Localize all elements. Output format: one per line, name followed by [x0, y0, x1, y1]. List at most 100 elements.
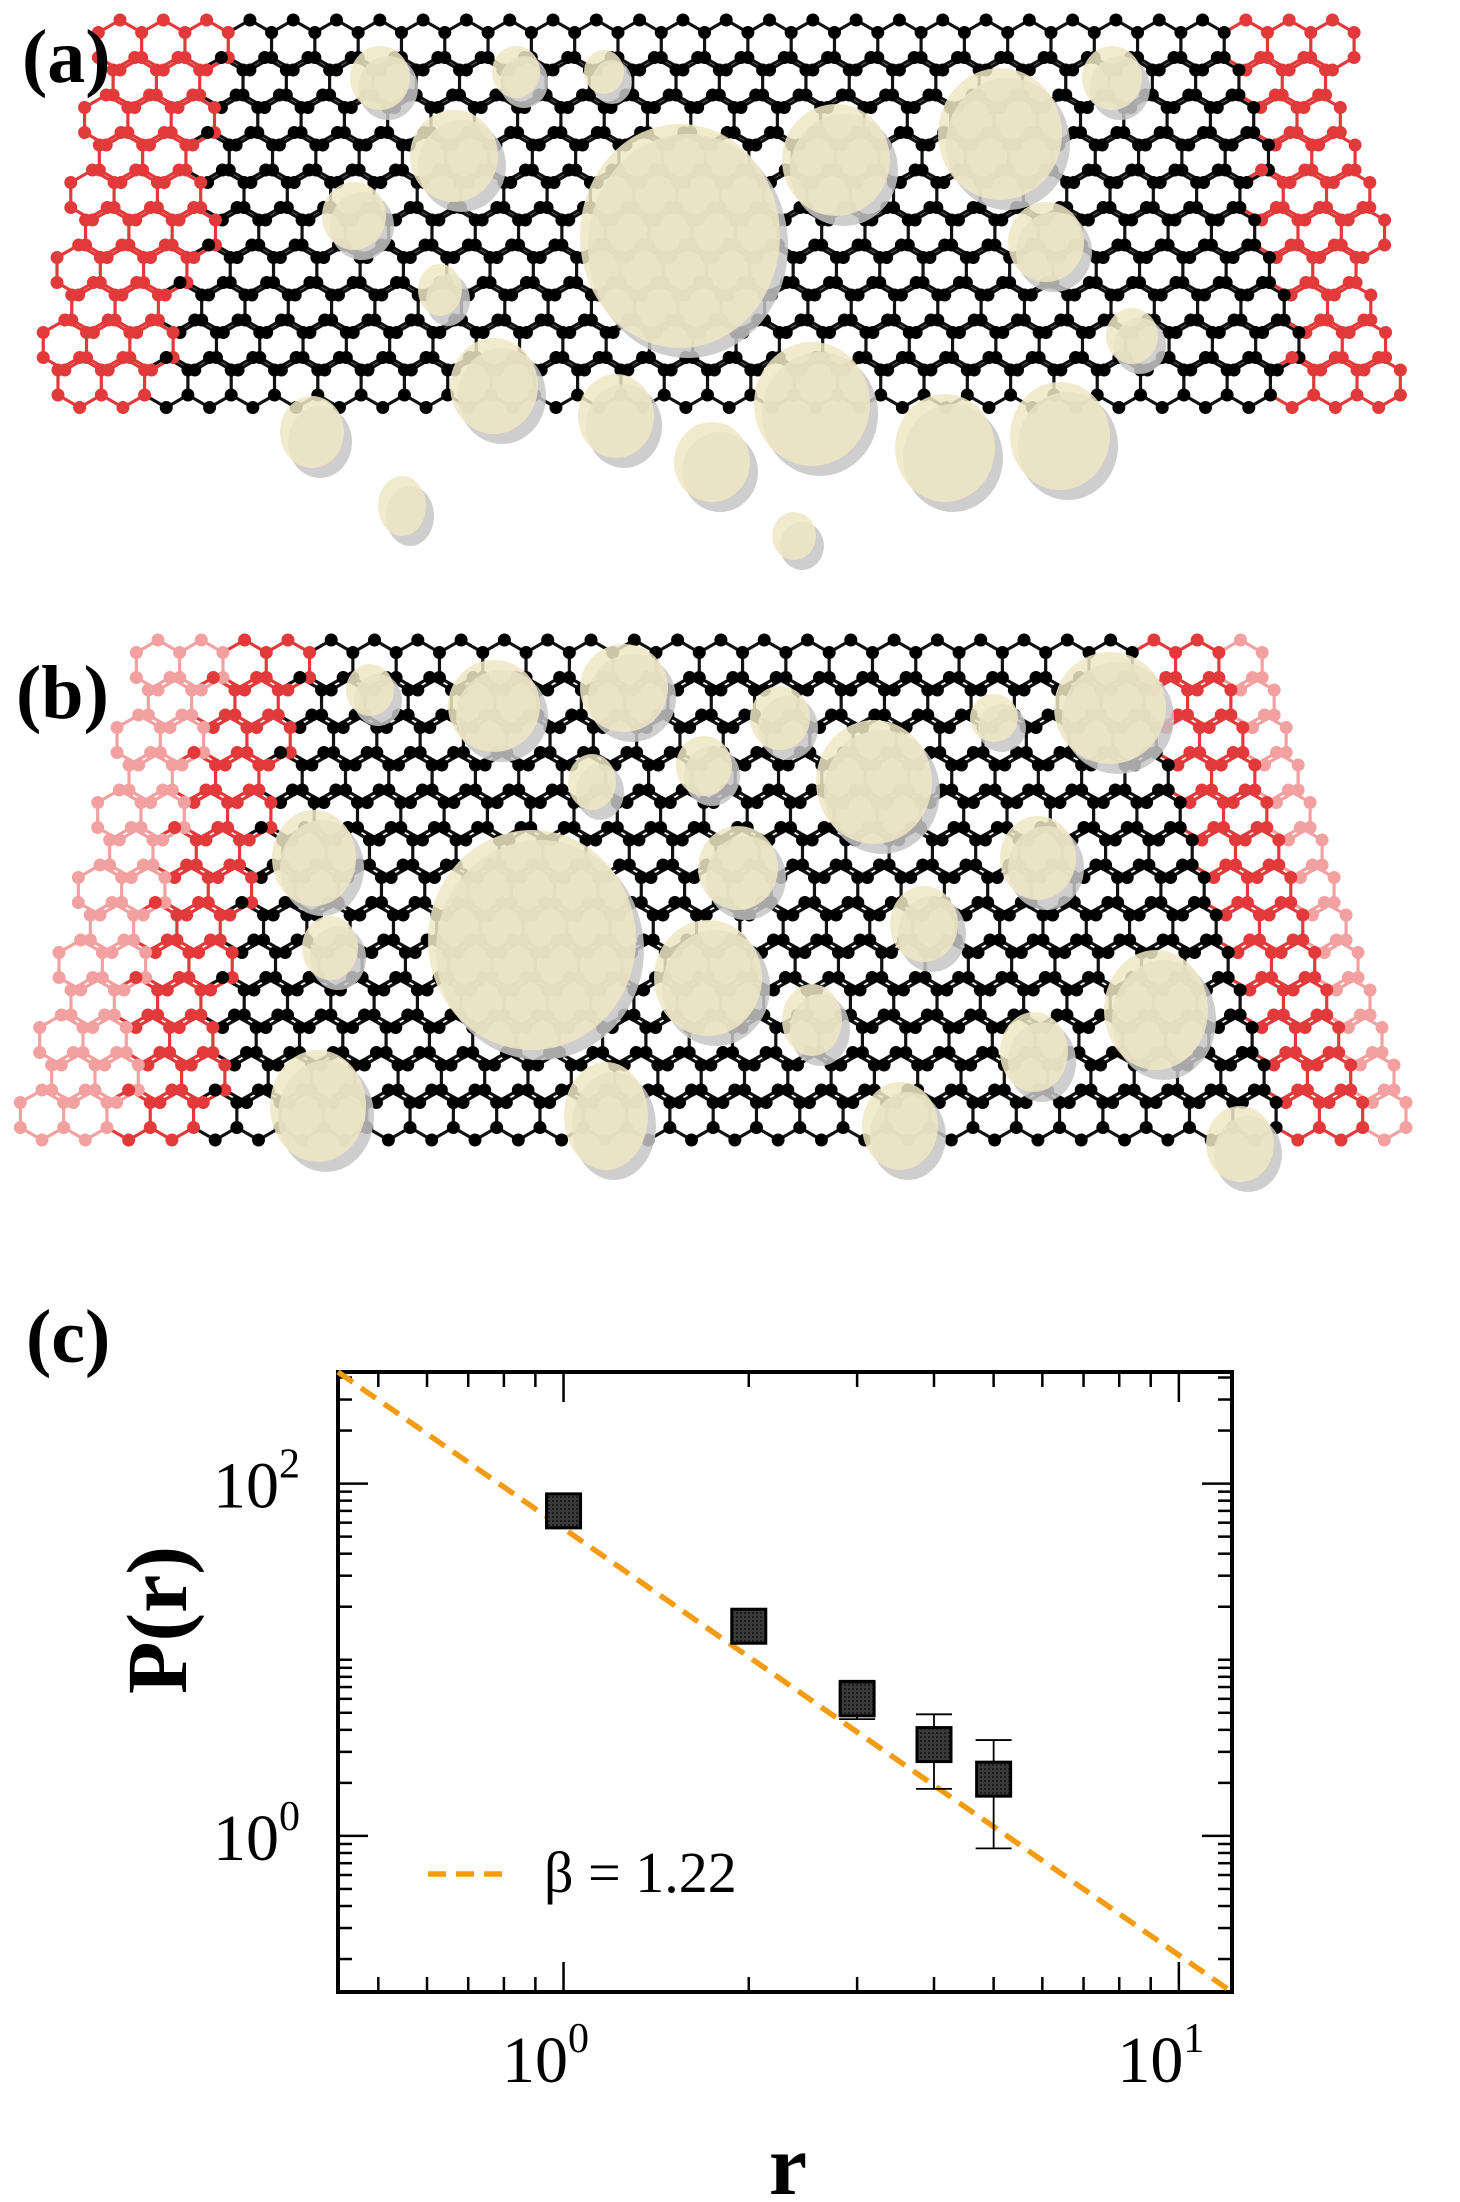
lattice-atom — [230, 796, 244, 809]
lattice-atom — [317, 746, 331, 759]
lattice-atom — [683, 721, 697, 734]
lattice-atom — [419, 401, 433, 414]
lattice-atom — [611, 26, 625, 39]
lattice-atom — [1198, 401, 1212, 414]
lattice-atom — [323, 63, 337, 77]
lattice-atom — [921, 683, 935, 697]
lattice-atom — [823, 276, 837, 289]
lattice-atom — [268, 363, 282, 377]
lattice-atom — [640, 101, 654, 114]
lattice-atom — [1285, 351, 1299, 364]
lattice-atom — [164, 101, 178, 114]
lattice-atom — [228, 708, 242, 722]
lattice-atom — [555, 213, 569, 227]
lattice-atom — [915, 138, 929, 152]
lattice-atom — [976, 746, 990, 759]
lattice-atom — [719, 13, 733, 27]
lattice-atom — [586, 721, 600, 734]
cluster-blob — [578, 374, 662, 468]
lattice-atom — [1372, 351, 1386, 364]
lattice-atom — [453, 63, 467, 77]
lattice-atom — [374, 126, 388, 139]
lattice-atom — [806, 13, 820, 27]
lattice-atom — [742, 138, 756, 152]
lattice-atom — [1017, 633, 1031, 647]
lattice-atom — [159, 401, 173, 414]
lattice-atom — [1335, 326, 1349, 339]
lattice-atom — [339, 326, 353, 339]
lattice-atom — [91, 51, 105, 64]
lattice-atom — [425, 783, 439, 797]
cluster-blob — [450, 338, 546, 444]
lattice-atom — [79, 213, 93, 227]
lattice-atom — [151, 683, 165, 697]
lattice-atom — [1155, 401, 1169, 414]
lattice-atom — [240, 721, 254, 734]
cluster-blob — [1008, 202, 1092, 292]
lattice-atom — [389, 646, 403, 659]
lattice-atom — [431, 51, 445, 64]
lattice-atom — [129, 646, 143, 659]
lattice-atom — [401, 708, 415, 722]
lattice-atom — [989, 326, 1003, 339]
lattice-atom — [78, 101, 92, 114]
lattice-atom — [295, 783, 309, 797]
lattice-atom — [281, 288, 295, 302]
lattice-atom — [416, 13, 430, 27]
lattice-atom — [1275, 63, 1289, 77]
lattice-atom — [273, 201, 287, 214]
lattice-atom — [633, 13, 647, 27]
lattice-atom — [946, 326, 960, 339]
lattice-atom — [981, 238, 995, 252]
lattice-atom — [1134, 388, 1148, 402]
lattice-atom — [360, 796, 374, 809]
lattice-atom — [1176, 251, 1190, 264]
lattice-atom — [1319, 63, 1333, 77]
lattice-atom — [468, 213, 482, 227]
lattice-atom — [476, 646, 490, 659]
lattice-atom — [1011, 313, 1025, 327]
lattice-atom — [1007, 683, 1021, 697]
lattice-atom — [614, 363, 628, 377]
lattice-atom — [873, 251, 887, 264]
lattice-atom — [1032, 326, 1046, 339]
lattice-atom — [1126, 276, 1140, 289]
lattice-atom — [159, 351, 173, 364]
lattice-atom — [996, 276, 1010, 289]
lattice-atom — [512, 758, 526, 772]
lattice-atom — [1307, 388, 1321, 402]
lattice-atom — [1232, 63, 1246, 77]
lattice-atom — [144, 313, 158, 327]
lattice-atom — [1074, 101, 1088, 114]
lattice-atom — [368, 633, 382, 647]
lattice-atom — [1240, 126, 1254, 139]
lattice-atom — [397, 363, 411, 377]
lattice-atom — [584, 633, 598, 647]
lattice-atom — [467, 101, 481, 114]
lattice-atom — [822, 646, 836, 659]
lattice-atom — [1041, 758, 1055, 772]
lattice-atom — [1096, 201, 1110, 214]
lattice-atom — [1202, 721, 1216, 734]
panel-a-label: (a) — [22, 15, 111, 99]
lattice-atom — [258, 51, 272, 64]
lattice-atom — [228, 683, 242, 697]
lattice-atom — [894, 238, 908, 252]
lattice-atom — [1189, 63, 1203, 77]
lattice-atom — [252, 758, 266, 772]
lattice-atom — [94, 388, 108, 402]
lattice-atom — [979, 13, 993, 27]
lattice-atom — [224, 363, 238, 377]
lattice-atom — [712, 63, 726, 77]
lattice-atom — [425, 758, 439, 772]
lattice-atom — [824, 708, 838, 722]
lattice-atom — [1284, 238, 1298, 252]
lattice-atom — [197, 746, 211, 759]
lattice-atom — [345, 163, 359, 177]
lattice-atom — [193, 63, 207, 77]
lattice-atom — [122, 783, 136, 797]
lattice-atom — [153, 721, 167, 734]
lattice-atom — [698, 26, 712, 39]
lattice-atom — [716, 721, 730, 734]
lattice-atom — [287, 126, 301, 139]
